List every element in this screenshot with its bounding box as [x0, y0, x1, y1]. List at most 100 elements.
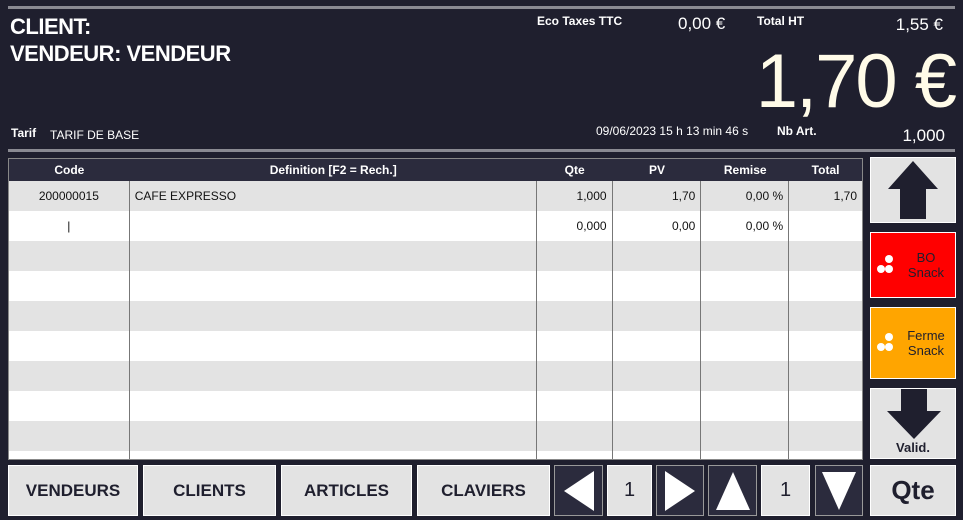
cell-total: [789, 451, 862, 459]
eco-taxes-value: 0,00 €: [678, 14, 726, 33]
ticket-table: Code Definition [F2 = Rech.] Qte PV Remi…: [8, 158, 863, 460]
top-divider: [8, 6, 955, 9]
cell-code: [9, 361, 130, 391]
bo-snack-label: BO Snack: [907, 250, 945, 280]
cell-pv: [613, 451, 702, 459]
dots-icon: [877, 255, 899, 275]
claviers-button[interactable]: CLAVIERS: [417, 465, 550, 516]
cell-pv: 1,70: [613, 181, 702, 211]
cell-remise: [701, 421, 790, 451]
vendeur-label: VENDEUR: VENDEUR: [10, 41, 231, 66]
cell-code: 200000015: [9, 181, 130, 211]
triangle-up-icon: [715, 471, 750, 510]
cell-definition: [130, 361, 537, 391]
cell-code: [9, 241, 130, 271]
cell-pv: [613, 331, 702, 361]
cell-total: 1,70: [833, 189, 857, 203]
cell-total: [789, 211, 862, 241]
col-total: Total: [811, 163, 840, 177]
cell-code: [9, 301, 130, 331]
table-row[interactable]: [9, 361, 862, 391]
cell-remise: 0,00 %: [701, 181, 790, 211]
col-pv: PV: [648, 163, 665, 177]
col-definition: Definition [F2 = Rech.]: [269, 163, 397, 177]
table-header: Code Definition [F2 = Rech.] Qte PV Remi…: [9, 159, 862, 181]
table-row[interactable]: [9, 421, 862, 451]
cell-remise: [701, 361, 790, 391]
vendeurs-button[interactable]: VENDEURS: [8, 465, 138, 516]
clients-button[interactable]: CLIENTS: [143, 465, 276, 516]
cell-total: [789, 421, 862, 451]
cell-remise: [701, 331, 790, 361]
table-row[interactable]: [9, 271, 862, 301]
cell-total: [789, 361, 862, 391]
col-remise: Remise: [723, 163, 767, 177]
scroll-up-button[interactable]: [870, 157, 956, 223]
cell-definition: [130, 301, 537, 331]
cell-qte: [537, 451, 613, 459]
cell-pv: [613, 301, 702, 331]
cell-qte: [537, 361, 613, 391]
cell-qte: [537, 301, 613, 331]
next-page-button[interactable]: [656, 465, 704, 516]
cell-total: [789, 391, 862, 421]
cell-qte: 0,000: [537, 211, 613, 241]
cell-remise: [701, 391, 790, 421]
cell-total: [789, 331, 862, 361]
cell-definition: [130, 421, 537, 451]
valid-label: Valid.: [896, 440, 930, 455]
cell-remise: [701, 301, 790, 331]
table-row[interactable]: 200000015 CAFE EXPRESSO 1,000 1,70 0,00 % 1,7…: [9, 181, 862, 211]
cell-remise: 0,00 %: [701, 211, 790, 241]
eco-taxes-label: Eco Taxes TTC: [537, 14, 623, 28]
table-row[interactable]: [9, 241, 862, 271]
cell-remise: [701, 451, 790, 459]
ferme-snack-label: Ferme Snack: [907, 328, 945, 358]
cell-code: [9, 331, 130, 361]
total-ht-label: Total HT: [757, 14, 805, 28]
cell-qte: [537, 331, 613, 361]
cell-qte: [537, 271, 613, 301]
tarif-label: Tarif: [11, 126, 37, 140]
arrow-up-icon: [888, 161, 938, 219]
col-code: Code: [54, 163, 85, 177]
table-row[interactable]: [9, 451, 862, 459]
cell-definition: [130, 271, 537, 301]
header-divider: [8, 149, 955, 152]
cell-code: |: [9, 211, 130, 241]
qte-button[interactable]: Qte: [870, 465, 956, 516]
page-down-button[interactable]: [815, 465, 863, 516]
bo-snack-button[interactable]: BO Snack: [870, 232, 956, 298]
cell-code: [9, 421, 130, 451]
cell-total: [789, 301, 862, 331]
total-ht-value: 1,55 €: [895, 15, 943, 34]
table-row[interactable]: [9, 301, 862, 331]
page-up-button[interactable]: [708, 465, 757, 516]
table-row[interactable]: [9, 391, 862, 421]
datetime: 09/06/2023 15 h 13 min 46 s: [596, 124, 749, 138]
cell-remise: [701, 271, 790, 301]
cell-definition: [130, 331, 537, 361]
table-row[interactable]: [9, 331, 862, 361]
arrow-down-icon: [887, 389, 941, 439]
ferme-snack-button[interactable]: Ferme Snack: [870, 307, 956, 379]
cell-qte: 1,000: [537, 181, 613, 211]
client-label: CLIENT:: [10, 14, 91, 39]
page-h-number: 1: [607, 465, 652, 516]
total-ttc: 1,70 €: [755, 39, 957, 124]
cell-code: [9, 271, 130, 301]
cell-definition: [130, 211, 537, 241]
cell-definition: [130, 451, 537, 459]
articles-button[interactable]: ARTICLES: [281, 465, 412, 516]
cell-definition: CAFE EXPRESSO: [130, 181, 537, 211]
cell-pv: [613, 271, 702, 301]
cell-pv: [613, 241, 702, 271]
cell-qte: [537, 241, 613, 271]
cell-code: [9, 391, 130, 421]
prev-page-button[interactable]: [554, 465, 603, 516]
valid-button[interactable]: Valid.: [870, 388, 956, 459]
nb-art-label: Nb Art.: [777, 124, 817, 138]
table-row[interactable]: | 0,000 0,00 0,00 %: [9, 211, 862, 241]
cell-pv: [613, 361, 702, 391]
cell-pv: [613, 391, 702, 421]
